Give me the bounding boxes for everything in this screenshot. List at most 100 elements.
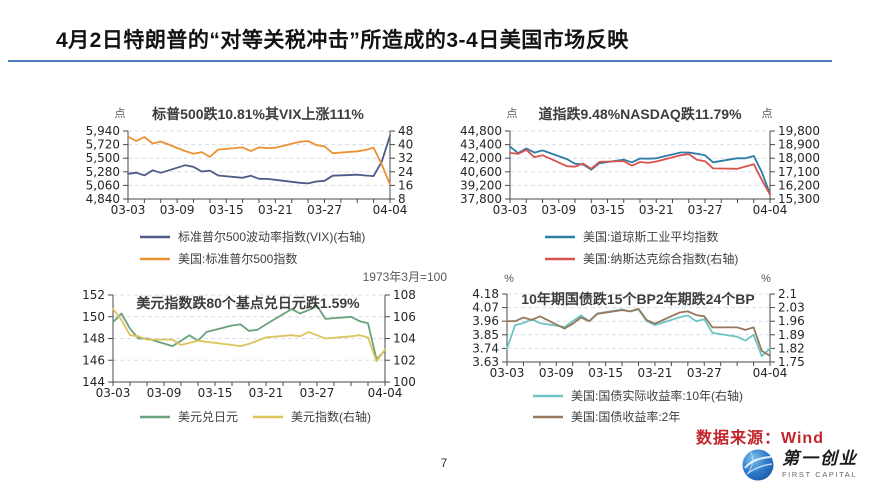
chart-treasury-yields: 3.63 1.75 3.74 1.82 3.85 1.89 3.96 1.96 4.07 2.03… xyxy=(472,273,805,424)
y-axis-label-left: 144 xyxy=(82,375,105,389)
y-axis-label-right: 40 xyxy=(398,138,413,152)
y-axis-label-right: 1.96 xyxy=(778,314,805,328)
x-axis-label: 04-04 xyxy=(368,386,403,400)
x-axis-label: 03-21 xyxy=(249,386,284,400)
chart-dow-nasdaq: 37,800 15,300 39,200 16,200 40,600 17,100 42,0… xyxy=(460,106,820,266)
x-axis-label: 03-09 xyxy=(541,203,576,217)
page-number: 7 xyxy=(440,456,448,470)
y-axis-label-right: 17,100 xyxy=(778,165,820,179)
y-axis-label-left: 3.74 xyxy=(472,341,499,355)
x-axis-label: 03-27 xyxy=(300,386,335,400)
y-axis-label-right: 16 xyxy=(398,178,413,192)
chart-title: 标普500跌10.81%其VIX上涨111% xyxy=(151,106,364,122)
x-axis-label: 03-03 xyxy=(111,203,146,217)
y-axis-label-left: 5,060 xyxy=(86,178,120,192)
y-axis-label-right: 1.89 xyxy=(778,328,805,342)
y-axis-label-right: 16,200 xyxy=(778,178,820,192)
data-source-note: 数据来源：Wind xyxy=(696,430,824,447)
title-divider xyxy=(8,60,832,62)
series-line xyxy=(509,145,771,195)
y-axis-label-right: 108 xyxy=(393,288,416,302)
y-axis-label-left: 5,720 xyxy=(86,138,120,152)
globe-icon xyxy=(742,449,774,481)
legend-label: 美元指数(右轴) xyxy=(291,409,371,424)
y-axis-label-left: 5,940 xyxy=(86,124,120,138)
y-axis-label-right: 100 xyxy=(393,375,416,389)
y-axis-label-right: 15,300 xyxy=(778,192,820,206)
y-axis-label-left: 3.96 xyxy=(472,314,499,328)
y-axis-label-left: 3.85 xyxy=(472,328,499,342)
x-axis-label: 03-09 xyxy=(160,203,195,217)
legend-label: 美国:道琼斯工业平均指数 xyxy=(583,229,718,244)
y-axis-label-left: 3.63 xyxy=(472,355,499,369)
y-axis-label-right: 102 xyxy=(393,353,416,367)
company-logo: 第一创业 FIRST CAPITAL xyxy=(741,448,858,482)
y-axis-label-right: 18,000 xyxy=(778,151,820,165)
x-axis-label: 03-03 xyxy=(96,386,131,400)
axis-unit-left: 点 xyxy=(507,107,518,120)
y-axis-label-left: 43,400 xyxy=(460,138,502,152)
x-axis-label: 03-15 xyxy=(588,366,623,380)
y-axis-label-right: 104 xyxy=(393,332,416,346)
y-axis-label-left: 148 xyxy=(82,332,105,346)
x-axis-label: 03-27 xyxy=(307,203,342,217)
legend-label: 美国:纳斯达克综合指数(右轴) xyxy=(583,251,738,266)
series-line xyxy=(509,148,771,196)
y-axis-label-right: 106 xyxy=(393,310,416,324)
y-axis-label-right: 18,900 xyxy=(778,138,820,152)
chart-title: 美元指数跌80个基点兑日元跌1.59% xyxy=(136,295,360,311)
x-axis-label: 03-03 xyxy=(490,366,525,380)
series-line xyxy=(112,308,386,363)
legend-label: 美国:国债收益率:2年 xyxy=(571,409,680,424)
y-axis-label-right: 8 xyxy=(398,192,406,206)
x-axis-label: 03-27 xyxy=(688,203,723,217)
y-axis-label-right: 48 xyxy=(398,124,413,138)
y-axis-label-right: 2.03 xyxy=(778,301,805,315)
x-axis-label: 04-04 xyxy=(753,366,788,380)
y-axis-label-left: 44,800 xyxy=(460,124,502,138)
x-axis-label: 03-27 xyxy=(687,366,722,380)
page-title: 4月2日特朗普的“对等关税冲击”所造成的3-4日美国市场反映 xyxy=(56,29,629,52)
y-axis-label-left: 5,500 xyxy=(86,151,120,165)
x-axis-label: 03-21 xyxy=(639,203,674,217)
y-axis-label-left: 39,200 xyxy=(460,178,502,192)
x-axis-label: 04-04 xyxy=(373,203,408,217)
series-line xyxy=(506,307,771,357)
y-axis-label-right: 2.1 xyxy=(778,287,797,301)
x-axis-label: 03-09 xyxy=(147,386,182,400)
series-line xyxy=(112,304,386,361)
chart-note: 1973年3月=100 xyxy=(363,270,448,284)
logo-text-cn: 第一创业 xyxy=(782,449,858,470)
chart-title: 10年期国债跌15个BP2年期跌24个BP xyxy=(521,291,754,307)
chart-title: 道指跌9.48%NASDAQ跌11.79% xyxy=(538,106,742,122)
y-axis-label-left: 5,280 xyxy=(86,165,120,179)
legend-label: 美元兑日元 xyxy=(178,410,238,424)
axis-unit-left: 点 xyxy=(115,107,126,120)
y-axis-label-left: 150 xyxy=(82,310,105,324)
series-line xyxy=(127,135,391,186)
y-axis-label-left: 40,600 xyxy=(460,165,502,179)
legend-label: 标准普尔500波动率指数(VIX)(右轴) xyxy=(178,229,365,244)
x-axis-label: 03-21 xyxy=(638,366,673,380)
y-axis-label-left: 42,000 xyxy=(460,151,502,165)
axis-unit-right: % xyxy=(761,273,771,285)
chart-usdjpy-dxy: 144 100 146 102 148 104 150 106 152 108 03-03 03-09… xyxy=(82,270,448,424)
series-line xyxy=(127,134,391,185)
x-axis-label: 03-09 xyxy=(539,366,574,380)
y-axis-label-right: 19,800 xyxy=(778,124,820,138)
y-axis-label-left: 37,800 xyxy=(460,192,502,206)
y-axis-label-left: 4,840 xyxy=(86,192,120,206)
legend-label: 美国:国债实际收益率:10年(右轴) xyxy=(571,388,743,403)
y-axis-label-left: 4.18 xyxy=(472,287,499,301)
x-axis-label: 03-15 xyxy=(590,203,625,217)
axis-unit-right: 点 xyxy=(762,107,773,120)
series-line xyxy=(506,308,771,358)
x-axis-label: 03-15 xyxy=(209,203,244,217)
y-axis-label-right: 32 xyxy=(398,151,413,165)
y-axis-label-right: 24 xyxy=(398,165,413,179)
legend-label: 美国:标准普尔500指数 xyxy=(178,251,297,266)
x-axis-label: 03-21 xyxy=(258,203,293,217)
chart-sp500-vix: 4,840 8 5,060 16 5,280 24 5,500 32 5,720 40 5,940 4… xyxy=(86,106,414,266)
x-axis-label: 04-04 xyxy=(753,203,788,217)
